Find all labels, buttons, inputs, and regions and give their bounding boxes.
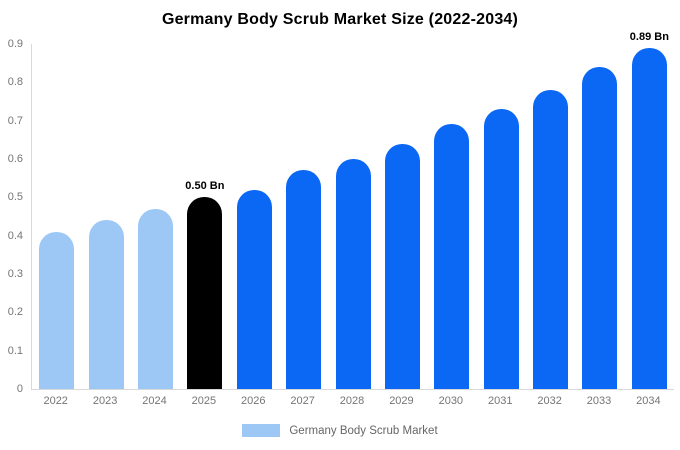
bar-slot [477,44,526,389]
bar-2026[interactable] [236,190,272,389]
bar-slot [230,44,279,389]
bar-2027[interactable] [286,170,322,389]
bar-slot [131,44,180,389]
bar-2025[interactable]: 0.50 Bn [185,180,224,389]
bar-slot: 0.50 Bn [180,44,229,389]
bar-2034[interactable]: 0.89 Bn [630,31,669,389]
x-axis-label-2028: 2028 [339,395,365,407]
y-axis-tick-label: 0.3 [7,268,23,280]
x-axis-label-2027: 2027 [290,395,315,407]
y-axis-tick-label: 0.2 [7,306,23,319]
bar-2022[interactable] [39,232,75,389]
x-axis-label-2026: 2026 [241,395,266,407]
x-axis-label-2034: 2034 [636,395,661,407]
y-axis-tick-label: 0.8 [7,76,23,89]
bar-slot [81,44,130,389]
legend-swatch [242,424,281,437]
bar-2023[interactable] [88,220,124,389]
bar-slot [328,44,377,389]
legend[interactable]: Germany Body Scrub Market [0,424,680,437]
x-axis-label-2033: 2033 [586,395,612,407]
x-axis-label-2024: 2024 [142,395,167,407]
bar-slot [32,44,81,389]
x-axis-label-2022: 2022 [43,395,68,407]
bar-slot [575,44,624,389]
x-axis-label-2031: 2031 [487,395,513,407]
bar-2028[interactable] [335,159,371,389]
bar-slot [427,44,476,389]
bar-2033[interactable] [582,67,618,389]
y-axis-tick-label: 0.1 [7,344,23,357]
bar-2031[interactable] [483,109,519,389]
chart-title: Germany Body Scrub Market Size (2022-203… [161,11,519,28]
y-axis-tick-label: 0.4 [7,229,23,242]
y-axis-tick-label: 0.6 [7,153,23,165]
bar-2029[interactable] [384,144,420,389]
x-axis-label-2029: 2029 [389,395,414,407]
bar-slot [526,44,575,389]
bar-2024[interactable] [137,209,173,389]
y-axis-tick-label: 0.7 [7,114,23,127]
x-axis-label-2025: 2025 [191,395,217,407]
y-axis-tick-label: 0.9 [7,38,23,50]
x-axis-label-2032: 2032 [537,395,562,407]
x-axis-label-2023: 2023 [92,395,118,407]
bar-2032[interactable] [533,90,569,389]
bar-slot [378,44,427,389]
y-axis-tick-label: 0 [16,383,23,395]
y-axis-tick-label: 0.5 [7,191,23,204]
y-axis: 0 0.1 0.2 0.3 0.4 0.5 0.6 0.7 0.8 0.9 [0,38,27,395]
value-label-2025: 0.50 Bn [185,180,225,192]
value-label-2034: 0.89 Bn [629,31,669,43]
x-axis: 2022 2023 2024 2025 2026 2027 2028 2029 2030 2031… [31,395,673,407]
bar-slot: 0.89 Bn [625,31,674,389]
x-axis-label-2030: 2030 [438,395,464,407]
bar-slot [279,44,328,389]
bar-2030[interactable] [434,124,470,389]
plot-area: 0.50 Bn 0.89 Bn [31,31,674,390]
legend-label: Germany Body Scrub Market [289,424,438,437]
